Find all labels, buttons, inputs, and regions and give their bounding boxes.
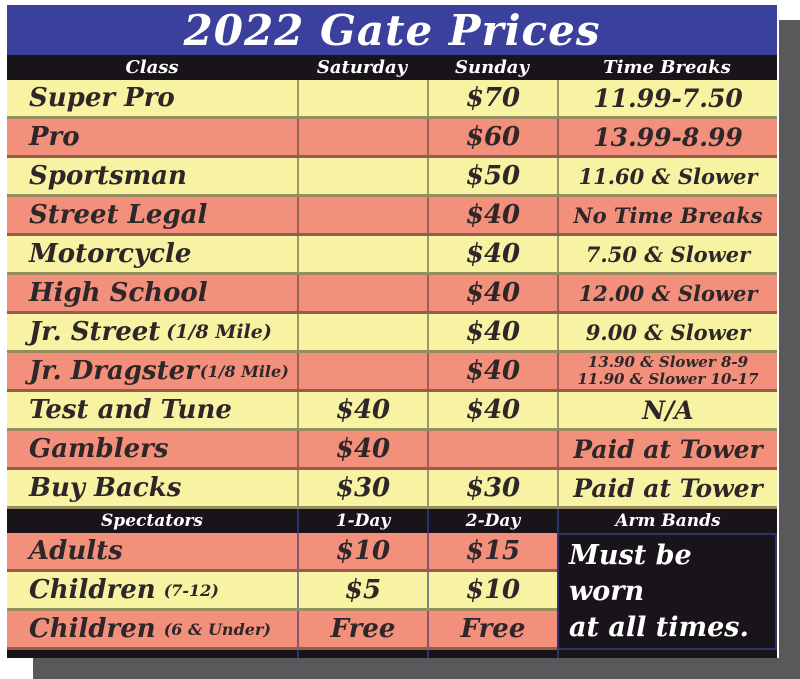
saturday-price-cell (297, 80, 427, 116)
saturday-price-cell: $40 (297, 431, 427, 467)
arm-bands-note-box: Must be worn at all times. (557, 533, 777, 650)
class-name-paren: (1/8 Mile) (199, 361, 289, 381)
table-row-pro: Pro $60 13.99-8.99 (7, 119, 777, 158)
table-row-high-school: High School $40 12.00 & Slower (7, 275, 777, 314)
table-row-children-6-under: Children (6 & Under) Free Free (7, 611, 557, 650)
table-row-street-legal: Street Legal $40 No Time Breaks (7, 197, 777, 236)
sunday-price-cell: $40 (427, 314, 557, 350)
saturday-price-cell (297, 236, 427, 272)
class-name-cell: Sportsman (29, 161, 187, 191)
spectator-header-row: Spectators 1-Day 2-Day Arm Bands (7, 509, 777, 533)
class-name-cell: Motorcycle (29, 239, 192, 269)
class-name-cell: Buy Backs (29, 473, 182, 503)
sunday-price-cell: $40 (427, 353, 557, 389)
header-sunday: Sunday (455, 57, 529, 78)
class-name-paren: (1/8 Mile) (166, 321, 272, 343)
table-row-children-7-12: Children (7-12) $5 $10 (7, 572, 557, 611)
header-arm-bands: Arm Bands (557, 509, 777, 533)
one-day-price-cell: Free (297, 611, 427, 647)
page-title: 2022 Gate Prices (183, 5, 601, 55)
time-breaks-cell: 7.50 & Slower (557, 236, 777, 272)
header-2-day: 2-Day (427, 509, 557, 533)
price-board-content: 2022 Gate Prices Class Saturday Sunday T… (7, 5, 777, 658)
two-day-price-cell: Free (427, 611, 557, 647)
table-row-motorcycle: Motorcycle $40 7.50 & Slower (7, 236, 777, 275)
time-breaks-cell: 12.00 & Slower (557, 275, 777, 311)
spectator-name-cell: Adults (29, 536, 123, 566)
sunday-price-cell: $60 (427, 119, 557, 155)
header-saturday: Saturday (316, 57, 408, 78)
spectator-section: Adults $10 $15 Children (7-12) $5 $10 Chi… (7, 533, 777, 650)
time-breaks-cell: N/A (557, 392, 777, 428)
table-row-buy-backs: Buy Backs $30 $30 Paid at Tower (7, 470, 777, 509)
sunday-price-cell: $30 (427, 470, 557, 506)
class-name-cell: Test and Tune (29, 395, 232, 425)
header-class: Class (125, 57, 179, 78)
header-1-day: 1-Day (297, 509, 427, 533)
time-breaks-cell: Paid at Tower (557, 470, 777, 506)
header-spectators: Spectators (101, 511, 203, 531)
class-name-cell: Street Legal (29, 200, 208, 230)
time-breaks-line-1: 13.90 & Slower 8-9 (587, 353, 749, 371)
saturday-price-cell (297, 158, 427, 194)
table-row-test-and-tune: Test and Tune $40 $40 N/A (7, 392, 777, 431)
spectator-name-paren: (7-12) (163, 580, 219, 600)
class-header-row: Class Saturday Sunday Time Breaks (7, 55, 777, 80)
saturday-price-cell (297, 353, 427, 389)
class-rows: Super Pro $70 11.99-7.50 Pro $60 13.99-8… (7, 80, 777, 509)
sunday-price-cell: $40 (427, 392, 557, 428)
time-breaks-line-2: 11.90 & Slower 10-17 (577, 370, 759, 388)
class-name-cell: Gamblers (29, 434, 169, 464)
class-name-cell: Jr. Street (1/8 Mile) (29, 317, 272, 347)
saturday-price-cell: $40 (297, 392, 427, 428)
sunday-price-cell: $50 (427, 158, 557, 194)
spectator-name-cell: Children (6 & Under) (29, 614, 271, 644)
spectator-rows: Adults $10 $15 Children (7-12) $5 $10 Chi… (7, 533, 557, 650)
two-day-price-cell: $15 (427, 533, 557, 569)
one-day-price-cell: $5 (297, 572, 427, 608)
time-breaks-cell: 13.90 & Slower 8-9 11.90 & Slower 10-17 (557, 353, 777, 389)
time-breaks-cell: 11.60 & Slower (557, 158, 777, 194)
table-row-sportsman: Sportsman $50 11.60 & Slower (7, 158, 777, 197)
class-name-cell: Jr. Dragster (1/8 Mile) (29, 356, 289, 386)
arm-bands-note-line-2: at all times. (569, 611, 749, 643)
spectator-name-cell: Children (7-12) (29, 575, 219, 605)
saturday-price-cell: $30 (297, 470, 427, 506)
one-day-price-cell: $10 (297, 533, 427, 569)
price-board: 2022 Gate Prices Class Saturday Sunday T… (7, 5, 777, 658)
saturday-price-cell (297, 197, 427, 233)
class-name-cell: Super Pro (29, 83, 175, 113)
class-name-cell: High School (29, 278, 208, 308)
saturday-price-cell (297, 275, 427, 311)
sunday-price-cell: $40 (427, 275, 557, 311)
time-breaks-cell: 9.00 & Slower (557, 314, 777, 350)
bottom-bar (7, 650, 777, 658)
time-breaks-cell: Paid at Tower (557, 431, 777, 467)
table-row-jr-dragster: Jr. Dragster (1/8 Mile) $40 13.90 & Slowe… (7, 353, 777, 392)
spectator-name-paren: (6 & Under) (163, 619, 271, 639)
table-row-jr-street: Jr. Street (1/8 Mile) $40 9.00 & Slower (7, 314, 777, 353)
arm-bands-note-line-1: Must be worn (569, 539, 692, 607)
time-breaks-cell: 11.99-7.50 (557, 80, 777, 116)
header-time-breaks: Time Breaks (603, 57, 731, 78)
sunday-price-cell: $40 (427, 197, 557, 233)
saturday-price-cell (297, 314, 427, 350)
class-name-cell: Pro (29, 122, 80, 152)
sunday-price-cell: $70 (427, 80, 557, 116)
time-breaks-cell: No Time Breaks (557, 197, 777, 233)
time-breaks-cell: 13.99-8.99 (557, 119, 777, 155)
sunday-price-cell (427, 431, 557, 467)
saturday-price-cell (297, 119, 427, 155)
title-bar: 2022 Gate Prices (7, 5, 777, 55)
table-row-adults: Adults $10 $15 (7, 533, 557, 572)
two-day-price-cell: $10 (427, 572, 557, 608)
table-row-super-pro: Super Pro $70 11.99-7.50 (7, 80, 777, 119)
sunday-price-cell: $40 (427, 236, 557, 272)
table-row-gamblers: Gamblers $40 Paid at Tower (7, 431, 777, 470)
